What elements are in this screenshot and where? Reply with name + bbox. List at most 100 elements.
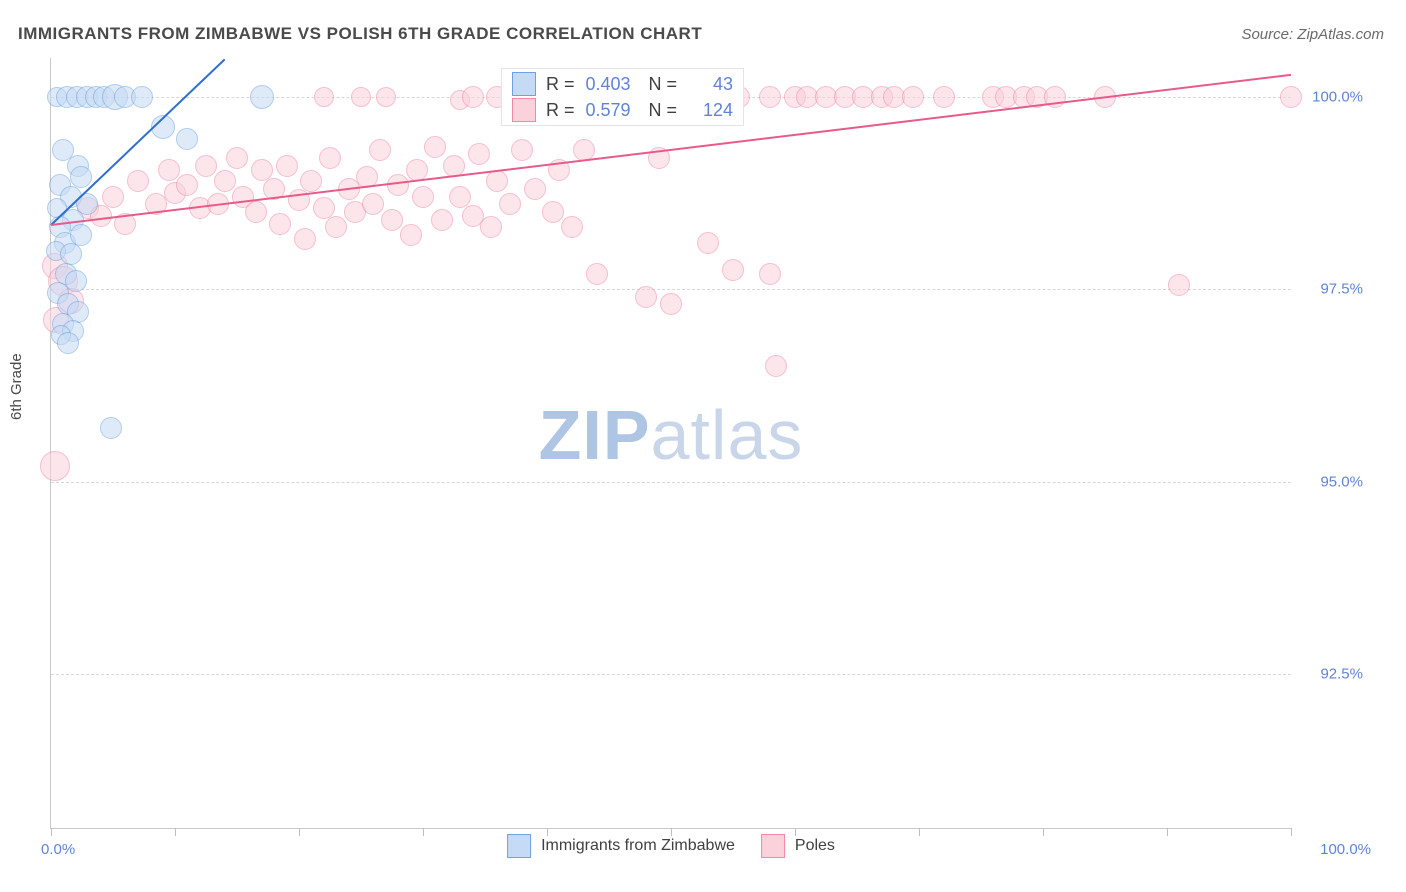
x-tick — [51, 828, 52, 836]
scatter-point — [561, 216, 583, 238]
scatter-point — [412, 186, 434, 208]
scatter-point — [902, 86, 924, 108]
series-legend-item: Immigrants from Zimbabwe — [507, 834, 735, 858]
scatter-point — [449, 186, 471, 208]
gridline — [51, 482, 1291, 483]
legend-n-value: 43 — [683, 74, 733, 95]
scatter-point — [424, 136, 446, 158]
x-min-label: 0.0% — [41, 841, 75, 858]
scatter-point — [226, 147, 248, 169]
scatter-point — [251, 159, 273, 181]
scatter-point — [176, 174, 198, 196]
scatter-point — [313, 197, 335, 219]
scatter-point — [276, 155, 298, 177]
scatter-point — [381, 209, 403, 231]
legend-swatch — [761, 834, 785, 858]
x-max-label: 100.0% — [1320, 841, 1371, 858]
x-tick — [1291, 828, 1292, 836]
legend-n-label: N = — [649, 100, 678, 121]
x-tick — [423, 828, 424, 836]
scatter-point — [300, 170, 322, 192]
scatter-point — [431, 209, 453, 231]
scatter-point — [486, 170, 508, 192]
x-tick — [299, 828, 300, 836]
legend-swatch — [507, 834, 531, 858]
chart-title: IMMIGRANTS FROM ZIMBABWE VS POLISH 6TH G… — [18, 24, 702, 44]
x-tick — [175, 828, 176, 836]
gridline — [51, 289, 1291, 290]
scatter-point — [100, 417, 122, 439]
scatter-point — [759, 263, 781, 285]
scatter-point — [325, 216, 347, 238]
scatter-point — [351, 87, 371, 107]
scatter-point — [635, 286, 657, 308]
scatter-point — [131, 86, 153, 108]
watermark-zip: ZIP — [539, 396, 651, 474]
scatter-point — [387, 174, 409, 196]
gridline — [51, 674, 1291, 675]
scatter-point — [214, 170, 236, 192]
scatter-point — [362, 193, 384, 215]
scatter-point — [524, 178, 546, 200]
watermark: ZIPatlas — [539, 395, 804, 475]
scatter-point — [127, 170, 149, 192]
scatter-point — [294, 228, 316, 250]
legend-n-label: N = — [649, 74, 678, 95]
y-tick-label: 97.5% — [1320, 281, 1363, 298]
watermark-atlas: atlas — [651, 396, 804, 474]
scatter-point — [269, 213, 291, 235]
scatter-point — [480, 216, 502, 238]
scatter-point — [250, 85, 274, 109]
legend-swatch — [512, 98, 536, 122]
scatter-point — [176, 128, 198, 150]
scatter-point — [40, 451, 70, 481]
series-legend-label: Immigrants from Zimbabwe — [541, 837, 735, 855]
scatter-point — [765, 355, 787, 377]
y-tick-label: 95.0% — [1320, 473, 1363, 490]
scatter-point — [314, 87, 334, 107]
source-label: Source: ZipAtlas.com — [1241, 26, 1384, 43]
y-tick-label: 92.5% — [1320, 666, 1363, 683]
legend-r-label: R = — [546, 100, 575, 121]
correlation-legend: R = 0.403 N =43 R = 0.579 N =124 — [501, 68, 744, 126]
scatter-point — [759, 86, 781, 108]
scatter-point — [319, 147, 341, 169]
legend-swatch — [512, 72, 536, 96]
scatter-point — [499, 193, 521, 215]
scatter-point — [697, 232, 719, 254]
legend-row: R = 0.403 N =43 — [512, 72, 733, 96]
scatter-point — [722, 259, 744, 281]
legend-r-label: R = — [546, 74, 575, 95]
scatter-point — [102, 186, 124, 208]
scatter-point — [511, 139, 533, 161]
scatter-point — [586, 263, 608, 285]
y-axis-label: 6th Grade — [8, 353, 25, 420]
scatter-point — [245, 201, 267, 223]
x-tick — [1167, 828, 1168, 836]
scatter-point — [376, 87, 396, 107]
scatter-point — [933, 86, 955, 108]
legend-r-value: 0.579 — [581, 100, 631, 121]
scatter-point — [57, 332, 79, 354]
y-tick-label: 100.0% — [1312, 88, 1363, 105]
scatter-point — [542, 201, 564, 223]
series-legend-label: Poles — [795, 837, 835, 855]
x-tick — [919, 828, 920, 836]
scatter-point — [195, 155, 217, 177]
scatter-point — [468, 143, 490, 165]
scatter-point — [158, 159, 180, 181]
scatter-point — [369, 139, 391, 161]
scatter-point — [660, 293, 682, 315]
scatter-point — [462, 86, 484, 108]
series-legend: Immigrants from Zimbabwe Poles — [507, 834, 835, 858]
scatter-point — [1168, 274, 1190, 296]
legend-row: R = 0.579 N =124 — [512, 98, 733, 122]
x-tick — [1043, 828, 1044, 836]
series-legend-item: Poles — [761, 834, 835, 858]
chart-plot-area: ZIPatlas 100.0%97.5%95.0%92.5%0.0%100.0%… — [50, 58, 1291, 829]
scatter-point — [406, 159, 428, 181]
scatter-point — [400, 224, 422, 246]
legend-n-value: 124 — [683, 100, 733, 121]
legend-r-value: 0.403 — [581, 74, 631, 95]
scatter-point — [1280, 86, 1302, 108]
